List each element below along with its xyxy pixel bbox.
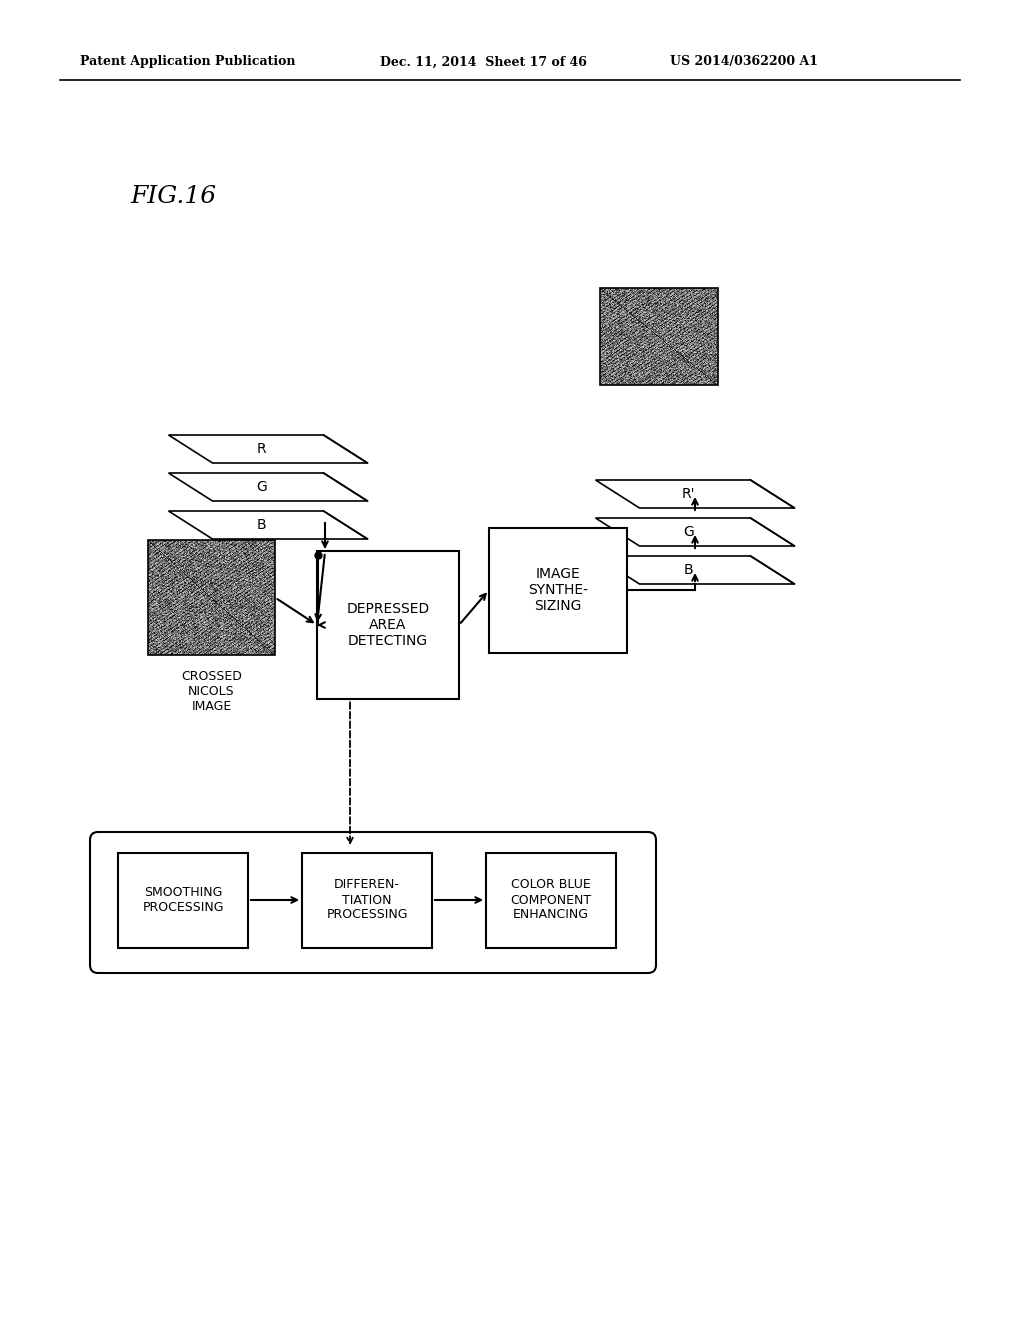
Text: FIG.16: FIG.16 bbox=[130, 185, 216, 209]
FancyBboxPatch shape bbox=[90, 832, 656, 973]
Bar bbox=[118, 853, 248, 948]
Polygon shape bbox=[169, 511, 368, 539]
Bar bbox=[148, 540, 275, 655]
Text: G: G bbox=[683, 525, 694, 539]
Text: B: B bbox=[684, 564, 693, 577]
Bar bbox=[600, 288, 718, 385]
Polygon shape bbox=[169, 436, 368, 463]
Polygon shape bbox=[596, 517, 795, 546]
Text: Dec. 11, 2014  Sheet 17 of 46: Dec. 11, 2014 Sheet 17 of 46 bbox=[380, 55, 587, 69]
Text: DIFFEREN-
TIATION
PROCESSING: DIFFEREN- TIATION PROCESSING bbox=[327, 879, 408, 921]
Polygon shape bbox=[169, 473, 368, 502]
Text: CROSSED
NICOLS
IMAGE: CROSSED NICOLS IMAGE bbox=[181, 671, 242, 713]
Text: R': R' bbox=[682, 487, 695, 502]
Polygon shape bbox=[596, 480, 795, 508]
Text: SMOOTHING
PROCESSING: SMOOTHING PROCESSING bbox=[142, 886, 224, 913]
Polygon shape bbox=[596, 556, 795, 583]
Text: Patent Application Publication: Patent Application Publication bbox=[80, 55, 296, 69]
Bar bbox=[486, 853, 616, 948]
Text: COLOR BLUE
COMPONENT
ENHANCING: COLOR BLUE COMPONENT ENHANCING bbox=[510, 879, 592, 921]
Text: DEPRESSED
AREA
DETECTING: DEPRESSED AREA DETECTING bbox=[346, 602, 430, 648]
Text: G: G bbox=[256, 480, 267, 494]
Text: IMAGE
SYNTHE-
SIZING: IMAGE SYNTHE- SIZING bbox=[528, 566, 588, 614]
Bar bbox=[489, 528, 627, 652]
Text: R: R bbox=[257, 442, 266, 455]
Bar bbox=[317, 550, 459, 700]
Bar bbox=[302, 853, 432, 948]
Text: US 2014/0362200 A1: US 2014/0362200 A1 bbox=[670, 55, 818, 69]
Text: B: B bbox=[257, 517, 266, 532]
